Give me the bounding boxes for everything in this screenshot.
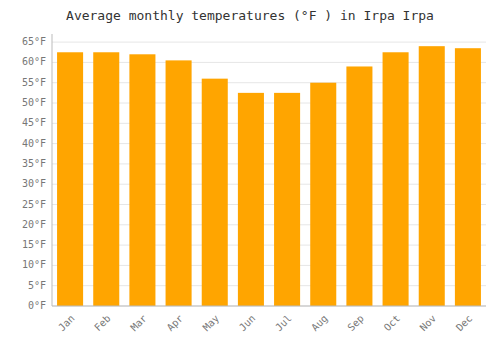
- x-tick-label: Oct: [382, 313, 403, 334]
- grid: [52, 42, 486, 306]
- bar: [455, 48, 481, 306]
- grid-line: [52, 306, 486, 307]
- title: Average monthly temperatures (°F ) in Ir…: [66, 8, 434, 23]
- y-tick-label: 50°F: [22, 97, 46, 108]
- bar: [310, 83, 336, 306]
- y-tick-label: 55°F: [22, 77, 46, 88]
- y-tick-label: 40°F: [22, 138, 46, 149]
- y-axis: 0°F 5°F 10°F 15°F 20°F 25°F 30°F 35°F 40°F 45°F 50…: [22, 34, 52, 311]
- x-tick-label: Feb: [92, 313, 113, 334]
- bar: [274, 93, 300, 306]
- x-tick-label: May: [201, 313, 222, 334]
- x-axis-line: [52, 306, 486, 307]
- bars: [57, 46, 481, 306]
- bar: [419, 46, 445, 306]
- y-tick-label: 0°F: [28, 300, 46, 311]
- y-tick-label: 60°F: [22, 56, 46, 67]
- bar: [129, 54, 155, 306]
- y-tick-label: 45°F: [22, 117, 46, 128]
- y-tick-label: 5°F: [28, 280, 46, 291]
- y-tick-label: 35°F: [22, 158, 46, 169]
- bar: [202, 79, 228, 306]
- y-tick-label: 25°F: [22, 199, 46, 210]
- bar: [93, 52, 119, 306]
- page: {"chart_data": {"type": "bar", "title": …: [0, 0, 500, 350]
- bar: [166, 60, 192, 306]
- bar: [383, 52, 409, 306]
- x-tick-label: Jan: [56, 313, 77, 334]
- x-tick-label: Jun: [237, 313, 258, 334]
- bar: [238, 93, 264, 306]
- x-tick-label: Sep: [345, 313, 366, 334]
- grid-line: [52, 42, 486, 43]
- x-tick-label: Dec: [454, 313, 475, 334]
- x-axis: Jan Feb Mar Apr May Jun Jul Aug Sep Oct Nov Dec: [52, 306, 486, 333]
- y-tick-label: 15°F: [22, 239, 46, 250]
- bar: [57, 52, 83, 306]
- y-tick-label: 30°F: [22, 178, 46, 189]
- y-tick-label: 10°F: [22, 259, 46, 270]
- x-tick-label: Nov: [418, 313, 439, 334]
- y-tick-label: 65°F: [22, 36, 46, 47]
- y-axis-line: [52, 34, 53, 306]
- x-tick-label: Jul: [273, 313, 294, 334]
- y-tick-label: 20°F: [22, 219, 46, 230]
- x-tick-label: Mar: [128, 313, 149, 334]
- x-tick-label: Aug: [309, 313, 330, 334]
- bar: [346, 66, 372, 306]
- x-tick-label: Apr: [165, 313, 186, 334]
- chart: 0°F 5°F 10°F 15°F 20°F 25°F 30°F 35°F 40°F 45°F 50…: [0, 0, 500, 350]
